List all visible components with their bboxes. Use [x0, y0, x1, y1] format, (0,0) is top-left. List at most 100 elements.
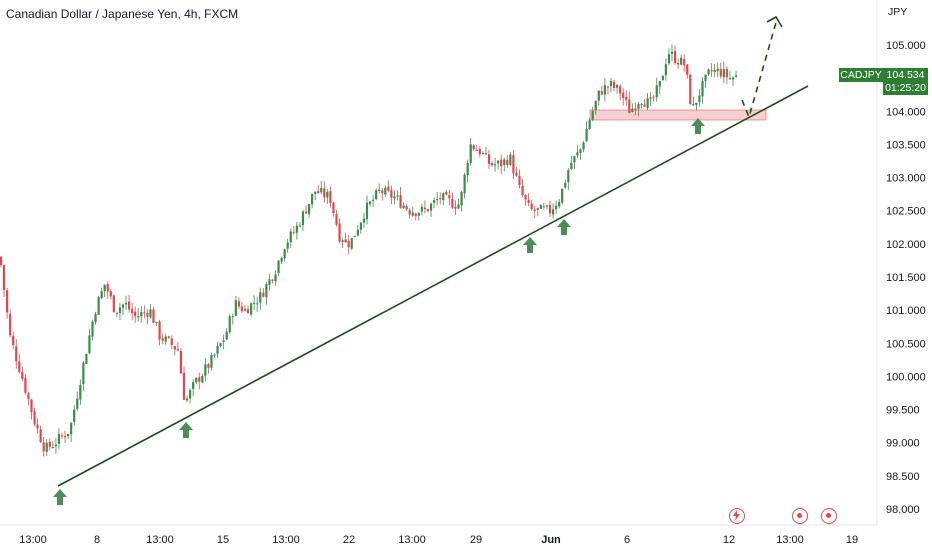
- candle-body[interactable]: [500, 159, 503, 167]
- candle-body[interactable]: [509, 154, 512, 165]
- candle-body[interactable]: [649, 97, 652, 99]
- candle-body[interactable]: [314, 191, 317, 194]
- candle-body[interactable]: [167, 336, 170, 338]
- candle-body[interactable]: [362, 218, 366, 223]
- candle-body[interactable]: [497, 160, 500, 164]
- candle-body[interactable]: [582, 142, 585, 150]
- candle-body[interactable]: [76, 398, 79, 409]
- candle-body[interactable]: [33, 411, 36, 425]
- candle-body[interactable]: [423, 207, 427, 210]
- candle-body[interactable]: [728, 78, 732, 80]
- candle-body[interactable]: [603, 85, 606, 95]
- candle-body[interactable]: [707, 69, 710, 74]
- candle-body[interactable]: [460, 192, 463, 206]
- candle-body[interactable]: [445, 191, 448, 195]
- candle-body[interactable]: [240, 306, 244, 312]
- candle-body[interactable]: [164, 336, 167, 342]
- candle-body[interactable]: [210, 355, 213, 368]
- projection-path[interactable]: [741, 18, 778, 120]
- candle-body[interactable]: [698, 95, 701, 102]
- candle-body[interactable]: [146, 312, 149, 317]
- candle-body[interactable]: [140, 312, 143, 317]
- candles-group[interactable]: [0, 44, 738, 457]
- candle-body[interactable]: [588, 120, 591, 129]
- candle-body[interactable]: [63, 436, 67, 438]
- candle-body[interactable]: [280, 257, 283, 262]
- candle-body[interactable]: [683, 58, 686, 66]
- candle-body[interactable]: [506, 159, 509, 166]
- candle-body[interactable]: [295, 225, 298, 233]
- candle-body[interactable]: [573, 155, 576, 163]
- candle-body[interactable]: [292, 232, 295, 234]
- candle-body[interactable]: [103, 284, 106, 292]
- candle-body[interactable]: [112, 295, 115, 313]
- candle-body[interactable]: [173, 346, 176, 350]
- candle-body[interactable]: [131, 308, 134, 314]
- candle-body[interactable]: [198, 377, 201, 382]
- candle-body[interactable]: [359, 222, 362, 230]
- candle-body[interactable]: [414, 213, 417, 216]
- candle-body[interactable]: [259, 292, 262, 303]
- candle-body[interactable]: [545, 205, 549, 207]
- candle-body[interactable]: [329, 191, 332, 203]
- trendline[interactable]: [57, 85, 809, 487]
- candle-body[interactable]: [304, 211, 308, 214]
- candle-body[interactable]: [24, 377, 27, 393]
- candle-body[interactable]: [436, 199, 439, 201]
- candle-body[interactable]: [640, 104, 643, 106]
- candle-body[interactable]: [402, 205, 405, 208]
- candle-body[interactable]: [454, 206, 457, 209]
- candle-body[interactable]: [622, 92, 625, 99]
- support-zone[interactable]: [589, 109, 767, 121]
- candle-body[interactable]: [381, 190, 384, 194]
- flash-event-icon[interactable]: [729, 508, 745, 524]
- candle-body[interactable]: [677, 62, 680, 65]
- candle-body[interactable]: [725, 69, 728, 78]
- candle-body[interactable]: [152, 309, 155, 324]
- candle-body[interactable]: [564, 182, 567, 188]
- candle-body[interactable]: [234, 300, 237, 316]
- candle-body[interactable]: [673, 51, 677, 64]
- candle-body[interactable]: [207, 364, 210, 368]
- candle-body[interactable]: [274, 274, 277, 282]
- candle-body[interactable]: [512, 155, 515, 174]
- candle-body[interactable]: [176, 349, 179, 351]
- candle-body[interactable]: [228, 316, 231, 333]
- candle-body[interactable]: [12, 336, 15, 346]
- candle-body[interactable]: [30, 399, 33, 413]
- candle-body[interactable]: [344, 239, 347, 243]
- candle-body[interactable]: [384, 187, 387, 195]
- candle-body[interactable]: [637, 103, 640, 109]
- candle-body[interactable]: [457, 204, 460, 209]
- candle-body[interactable]: [527, 199, 530, 203]
- candle-body[interactable]: [570, 162, 573, 169]
- candle-body[interactable]: [716, 68, 719, 72]
- candle-body[interactable]: [307, 203, 311, 215]
- candle-body[interactable]: [213, 354, 216, 356]
- candle-body[interactable]: [88, 335, 91, 354]
- candle-body[interactable]: [375, 190, 378, 199]
- candle-body[interactable]: [57, 434, 61, 444]
- candle-body[interactable]: [91, 321, 94, 337]
- candle-body[interactable]: [9, 313, 12, 336]
- candle-body[interactable]: [469, 144, 472, 163]
- candle-body[interactable]: [463, 174, 466, 194]
- candle-body[interactable]: [27, 393, 30, 400]
- candle-body[interactable]: [155, 322, 158, 324]
- candle-body[interactable]: [15, 346, 18, 362]
- candle-body[interactable]: [481, 153, 484, 155]
- candle-body[interactable]: [429, 203, 433, 211]
- candle-body[interactable]: [393, 196, 396, 199]
- candle-body[interactable]: [265, 284, 268, 298]
- candle-body[interactable]: [143, 312, 146, 314]
- candle-body[interactable]: [216, 345, 219, 354]
- candle-body[interactable]: [494, 164, 497, 166]
- candle-body[interactable]: [2, 265, 6, 291]
- candle-body[interactable]: [353, 235, 356, 237]
- candle-body[interactable]: [515, 172, 518, 176]
- candle-body[interactable]: [628, 99, 631, 114]
- candle-body[interactable]: [567, 170, 570, 183]
- candle-body[interactable]: [680, 57, 683, 65]
- candle-body[interactable]: [67, 433, 70, 437]
